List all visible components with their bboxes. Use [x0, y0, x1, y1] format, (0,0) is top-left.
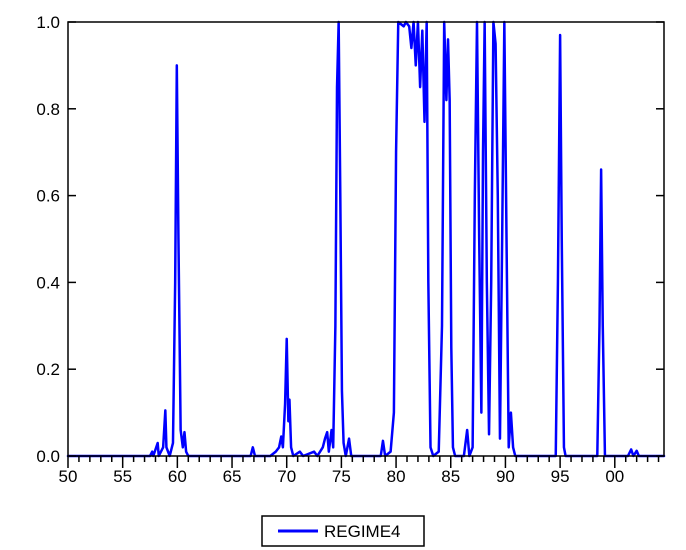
- y-tick-label: 0.4: [36, 273, 60, 292]
- x-tick-label: 55: [113, 467, 132, 486]
- legend-label-regime4: REGIME4: [324, 522, 401, 541]
- y-tick-label: 0.6: [36, 187, 60, 206]
- x-tick-label: 50: [59, 467, 78, 486]
- x-tick-label: 95: [551, 467, 570, 486]
- y-axis: 0.0 0.2 0.4 0.6 0.8 1.0: [36, 13, 664, 466]
- y-tick-label: 0.8: [36, 100, 60, 119]
- y-tick-label: 0.2: [36, 360, 60, 379]
- plot-background: [68, 22, 664, 456]
- plot-frame: [67, 21, 665, 457]
- x-axis: 50 55 60 65 70 75 80 85 90 95 00: [59, 456, 660, 486]
- series-layer: [66, 20, 666, 458]
- plot-area: [68, 22, 664, 456]
- x-tick-label: 80: [387, 467, 406, 486]
- x-tick-label: 70: [277, 467, 296, 486]
- series-line-regime4: [66, 20, 666, 458]
- x-tick-label: 60: [168, 467, 187, 486]
- x-tick-label: 75: [332, 467, 351, 486]
- y-tick-label: 1.0: [36, 13, 60, 32]
- x-tick-label: 65: [223, 467, 242, 486]
- x-tick-label: 85: [441, 467, 460, 486]
- x-tick-label: 90: [496, 467, 515, 486]
- y-tick-label: 0.0: [36, 447, 60, 466]
- plot-border: [67, 21, 665, 457]
- x-tick-label: 00: [605, 467, 624, 486]
- legend: REGIME4: [261, 515, 425, 547]
